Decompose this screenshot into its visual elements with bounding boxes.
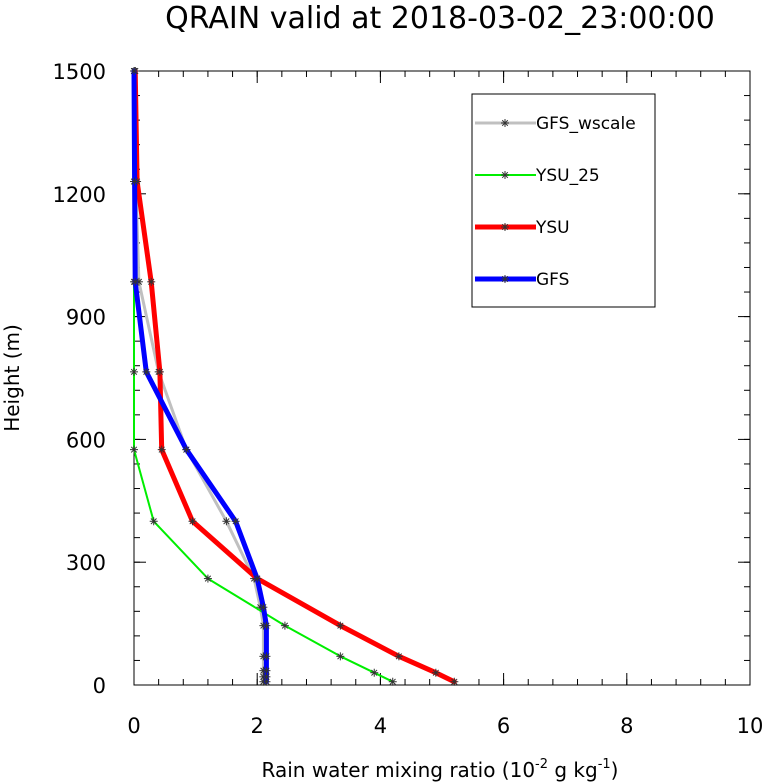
data-point-ysu	[431, 668, 440, 677]
data-point-ysu-25	[336, 652, 345, 661]
data-point-gfs	[262, 652, 271, 661]
legend-label-ysu-25: YSU_25	[535, 166, 600, 186]
data-point-gfs	[142, 367, 151, 376]
data-point-gfs	[262, 621, 271, 630]
data-point-ysu	[394, 652, 403, 661]
chart-title: QRAIN valid at 2018-03-02_23:00:00	[165, 1, 715, 36]
data-point-ysu	[188, 517, 197, 526]
y-tick-label: 0	[93, 674, 106, 698]
legend-box	[471, 93, 656, 308]
y-tick-label: 300	[66, 551, 106, 575]
legend: GFS_wscale YSU_25 YSU GFS	[471, 93, 656, 308]
x-tick-label: 8	[620, 714, 633, 738]
y-tick-label: 900	[66, 306, 106, 330]
x-axis-label-sup1: -2	[535, 757, 548, 772]
x-tick-label: 4	[374, 714, 387, 738]
y-tick-label: 600	[66, 428, 106, 452]
x-axis-label-sup2: -1	[598, 757, 611, 772]
x-tick-label: 2	[251, 714, 264, 738]
legend-marker-gfs-wscale	[501, 119, 509, 127]
data-point-gfs	[130, 67, 138, 75]
y-tick-label: 1500	[53, 60, 106, 84]
data-point-ysu-25	[149, 517, 158, 526]
data-point-ysu-25	[130, 367, 138, 376]
x-axis-label: Rain water mixing ratio (10-2 g kg-1)	[262, 757, 619, 782]
legend-label-ysu: YSU	[535, 218, 570, 238]
data-point-ysu-25	[130, 445, 138, 454]
data-point-ysu-25	[388, 677, 397, 686]
legend-marker-ysu-25	[501, 171, 509, 179]
data-point-gfs	[231, 517, 240, 526]
series-layer	[130, 67, 459, 686]
legend-marker-ysu	[501, 223, 509, 231]
legend-label-gfs-wscale: GFS_wscale	[536, 114, 636, 134]
legend-label-gfs: GFS	[536, 270, 569, 290]
y-axis-label: Height (m)	[0, 324, 24, 432]
data-point-ysu	[155, 367, 164, 376]
data-point-gfs	[130, 177, 139, 186]
data-point-ysu	[450, 677, 459, 686]
data-point-ysu-25	[370, 668, 379, 677]
x-ticks: 0 2 4 6 8 10	[127, 71, 763, 738]
legend-items: GFS_wscale YSU_25 YSU GFS	[475, 114, 636, 290]
data-point-ysu	[147, 277, 156, 286]
x-tick-label: 10	[737, 714, 764, 738]
data-point-ysu	[157, 445, 166, 454]
data-point-gfs	[182, 445, 191, 454]
data-point-gfs-wscale	[222, 517, 231, 526]
data-point-gfs	[131, 277, 140, 286]
y-ticks: 0 300 600 900 1200 1500	[53, 60, 750, 698]
data-point-ysu-25	[203, 574, 212, 583]
data-point-gfs	[262, 666, 271, 675]
data-point-ysu-25	[280, 621, 289, 630]
x-tick-label: 0	[127, 714, 140, 738]
x-tick-label: 6	[497, 714, 510, 738]
data-point-ysu	[336, 621, 345, 630]
data-point-gfs	[259, 603, 268, 612]
plot-area: 0 2 4 6 8 10 0 300 600 900 1200 1500	[53, 60, 764, 738]
y-tick-label: 1200	[53, 183, 106, 207]
plot-frame	[133, 70, 751, 686]
series-line-ysu	[132, 68, 457, 685]
series-line-gfs-wscale	[133, 69, 265, 684]
data-point-gfs	[253, 574, 262, 583]
legend-marker-gfs	[501, 275, 509, 283]
series-line-ysu-25	[133, 70, 394, 683]
series-line-gfs	[131, 68, 269, 685]
